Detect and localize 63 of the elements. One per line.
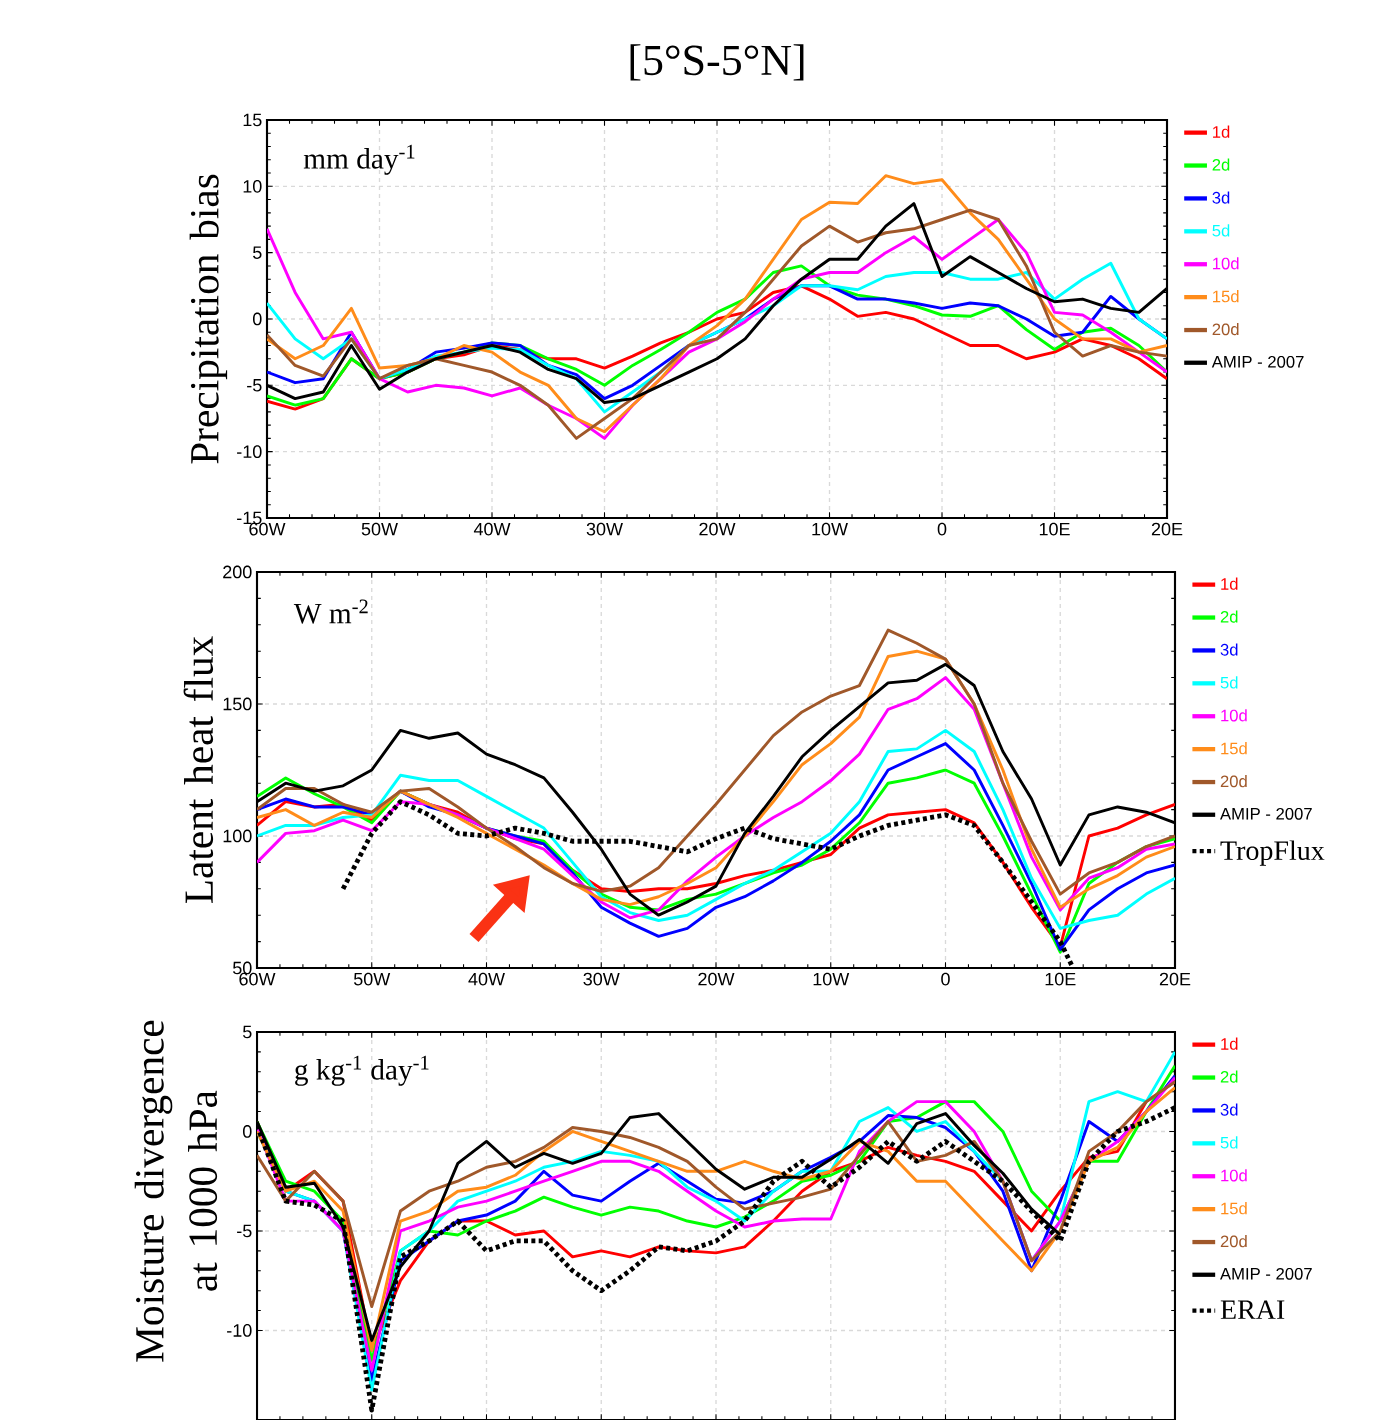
annotation: g kg$^{-1}$ day$^{-1}$ <box>295 1055 429 1086</box>
legend-label: 10d <box>1213 257 1239 270</box>
legend-label: 10d <box>1221 1169 1247 1182</box>
legend-label: 3d <box>1220 643 1238 656</box>
x-tick-label: 20E <box>1159 972 1191 986</box>
legend-label: 2d <box>1220 1070 1238 1083</box>
y-tick-label: 15 <box>243 113 262 127</box>
legend-label: 1d <box>1221 1037 1238 1050</box>
legend-label: 1d <box>1221 577 1238 590</box>
legend-label: 2d <box>1212 158 1230 171</box>
legend-label: AMIP - 2007 <box>1220 1267 1312 1280</box>
legend-label: 20d <box>1220 775 1247 788</box>
y-tick-label: 150 <box>223 697 252 711</box>
y-axis-title: Precipitation bias <box>189 174 228 464</box>
x-tick-label: 20W <box>698 972 735 986</box>
legend-label: TropFlux <box>1220 840 1325 866</box>
x-tick-label: 20E <box>1151 522 1183 536</box>
y-tick-label: 10 <box>243 179 262 193</box>
y-tick-label: 100 <box>223 829 252 843</box>
legend-label: 15d <box>1221 742 1247 755</box>
x-tick-label: 10E <box>1045 972 1076 986</box>
x-tick-label: 20W <box>699 522 736 536</box>
y-tick-label: 0 <box>242 1125 252 1138</box>
line-series <box>257 728 1175 930</box>
x-tick-label: 40W <box>468 972 505 986</box>
annotation: mm day$^{-1}$ <box>303 144 415 175</box>
chart-title: [5°S-5°N] <box>630 44 804 81</box>
y-tick-label: 5 <box>242 1025 252 1039</box>
x-tick-label: 40W <box>473 522 511 536</box>
legend-label: 15d <box>1221 1202 1247 1215</box>
legend-label: 2d <box>1220 610 1238 623</box>
y-tick-label: 200 <box>223 565 252 579</box>
legend-label: 10d <box>1221 709 1247 722</box>
x-tick-label: 10W <box>812 522 848 536</box>
legend-label: 5d <box>1220 676 1238 689</box>
legend-label: AMIP - 2007 <box>1211 355 1304 368</box>
legend-label: 5d <box>1212 224 1230 237</box>
legend-label: 15d <box>1213 290 1239 303</box>
annotation: W m$^{-2}$ <box>293 599 368 624</box>
legend-label: 20d <box>1220 1235 1247 1248</box>
legend-label: 5d <box>1220 1136 1238 1149</box>
y-tick-label: -5 <box>247 379 262 392</box>
x-tick-label: 30W <box>583 972 620 986</box>
y-tick-label: 5 <box>252 246 262 259</box>
legend-label: AMIP - 2007 <box>1220 807 1312 820</box>
x-tick-label: 10W <box>813 972 850 986</box>
x-tick-label: 10E <box>1039 522 1070 536</box>
y-axis-title: Latent heat flux <box>183 636 214 904</box>
legend-label: 1d <box>1213 125 1230 138</box>
y-tick-label: -5 <box>237 1224 252 1238</box>
y-tick-label: -10 <box>237 445 262 459</box>
x-tick-label: 50W <box>353 972 391 986</box>
x-tick-label: 0 <box>937 522 947 536</box>
legend-label: 20d <box>1212 323 1239 336</box>
y-axis-title: Moisture divergence at 1000 hPa <box>134 1020 218 1362</box>
legend-label: 3d <box>1212 191 1230 204</box>
x-tick-label: 50W <box>361 522 398 536</box>
y-tick-label: 0 <box>252 312 262 326</box>
x-tick-label: 30W <box>586 522 623 536</box>
x-tick-label: 0 <box>941 972 950 986</box>
legend-label: ERAI <box>1220 1300 1285 1319</box>
legend-label: 3d <box>1220 1103 1238 1116</box>
y-tick-label: -10 <box>227 1324 252 1337</box>
